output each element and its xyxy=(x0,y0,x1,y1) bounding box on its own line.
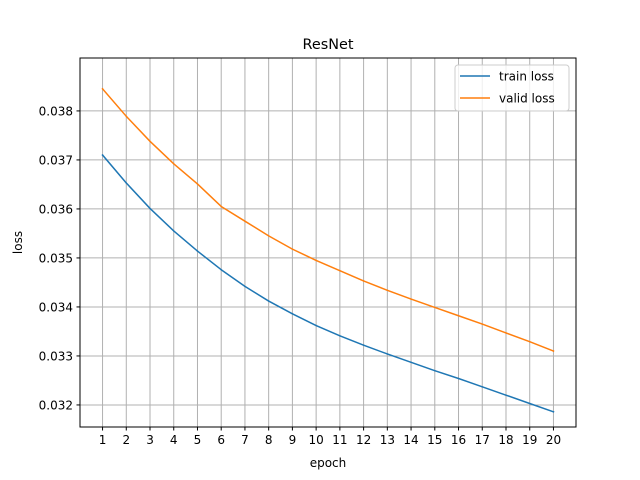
x-axis-ticks: 1 2 3 4 5 6 7 8 9 10 11 12 13 14 15 16 17 18 19 20 xyxy=(99,427,561,447)
y-tick-label: 0.037 xyxy=(39,153,73,167)
y-tick-label: 0.035 xyxy=(39,251,73,265)
x-axis-label: epoch xyxy=(310,456,347,470)
train-loss-point xyxy=(386,353,389,355)
x-tick-label: 20 xyxy=(546,433,561,447)
x-tick-label: 18 xyxy=(498,433,513,447)
train-loss-point xyxy=(172,230,175,232)
valid-loss-point xyxy=(267,235,270,237)
train-loss-point xyxy=(196,250,199,252)
train-loss-point xyxy=(505,394,507,396)
valid-loss-point xyxy=(410,298,412,300)
train-loss-point xyxy=(410,361,412,364)
valid-loss-point xyxy=(434,306,436,309)
x-tick-label: 1 xyxy=(99,433,107,447)
x-tick-label: 7 xyxy=(241,433,249,447)
valid-loss-line xyxy=(101,87,555,353)
train-loss-point xyxy=(457,377,460,380)
y-axis-label: loss xyxy=(11,231,25,254)
train-loss-point xyxy=(125,182,128,184)
valid-loss-point xyxy=(244,220,246,222)
x-tick-label: 14 xyxy=(403,433,418,447)
y-tick-label: 0.038 xyxy=(39,104,73,118)
train-loss-point xyxy=(434,369,436,372)
x-tick-label: 12 xyxy=(356,433,371,447)
series-lines xyxy=(101,87,555,413)
legend-label-train-loss: train loss xyxy=(499,70,554,84)
y-axis-ticks: 0.032 0.033 0.034 0.035 0.036 0.037 0.038 xyxy=(39,104,80,412)
chart-title: ResNet xyxy=(303,37,354,53)
valid-loss-point xyxy=(196,183,199,185)
plot-area-frame xyxy=(79,57,577,428)
legend: train loss valid loss xyxy=(454,64,570,112)
train-loss-point xyxy=(101,154,104,156)
valid-loss-point xyxy=(315,259,317,262)
x-tick-label: 11 xyxy=(332,433,347,447)
y-tick-label: 0.034 xyxy=(39,300,73,314)
x-tick-label: 3 xyxy=(146,433,154,447)
x-tick-label: 9 xyxy=(289,433,297,447)
y-tick-label: 0.036 xyxy=(39,202,73,216)
train-loss-point xyxy=(362,344,365,346)
train-loss-point xyxy=(244,285,246,288)
train-loss-point xyxy=(481,386,484,388)
y-tick-label: 0.033 xyxy=(39,349,73,363)
x-tick-label: 6 xyxy=(217,433,225,447)
x-tick-label: 10 xyxy=(308,433,323,447)
grid-lines xyxy=(80,58,576,427)
valid-loss-point xyxy=(362,280,365,282)
x-tick-label: 4 xyxy=(170,433,178,447)
train-loss-point xyxy=(291,313,294,315)
train-loss-line xyxy=(101,153,555,413)
train-loss-point xyxy=(149,207,151,210)
train-loss-point xyxy=(267,300,270,302)
valid-loss-point xyxy=(457,315,460,317)
y-tick-label: 0.032 xyxy=(39,398,73,412)
valid-loss-point xyxy=(125,115,128,118)
x-tick-label: 13 xyxy=(380,433,395,447)
valid-loss-point xyxy=(386,289,389,292)
train-loss-point xyxy=(220,268,222,271)
legend-label-valid-loss: valid loss xyxy=(499,92,555,106)
valid-loss-point xyxy=(149,140,151,143)
x-tick-label: 15 xyxy=(427,433,442,447)
train-loss-point xyxy=(339,335,341,337)
valid-loss-point xyxy=(481,323,484,325)
x-tick-label: 2 xyxy=(122,433,130,447)
valid-loss-point xyxy=(220,205,222,208)
valid-loss-point xyxy=(552,350,555,352)
x-tick-label: 5 xyxy=(194,433,202,447)
valid-loss-point xyxy=(528,340,531,343)
train-loss-point xyxy=(315,324,317,327)
x-tick-label: 8 xyxy=(265,433,273,447)
valid-loss-point xyxy=(291,248,294,250)
x-tick-label: 16 xyxy=(451,433,466,447)
valid-loss-point xyxy=(505,332,507,334)
valid-loss-point xyxy=(339,269,341,272)
train-loss-point xyxy=(552,411,555,413)
valid-loss-point xyxy=(172,163,175,165)
train-loss-point xyxy=(528,402,531,405)
x-tick-label: 19 xyxy=(522,433,537,447)
x-tick-label: 17 xyxy=(475,433,490,447)
valid-loss-point xyxy=(101,88,104,90)
